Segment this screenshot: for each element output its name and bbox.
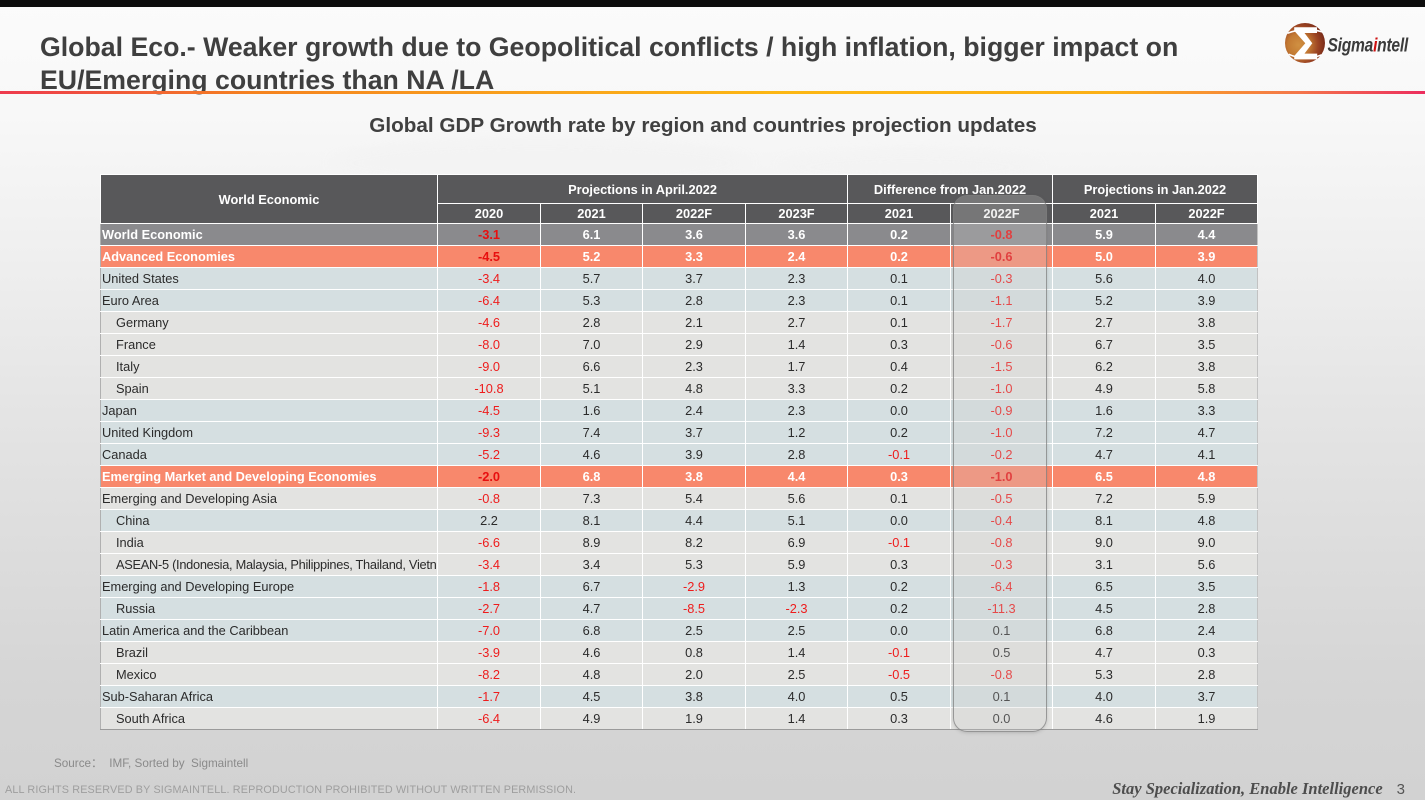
svg-text:Sigmaintell: Sigmaintell: [1328, 34, 1410, 56]
